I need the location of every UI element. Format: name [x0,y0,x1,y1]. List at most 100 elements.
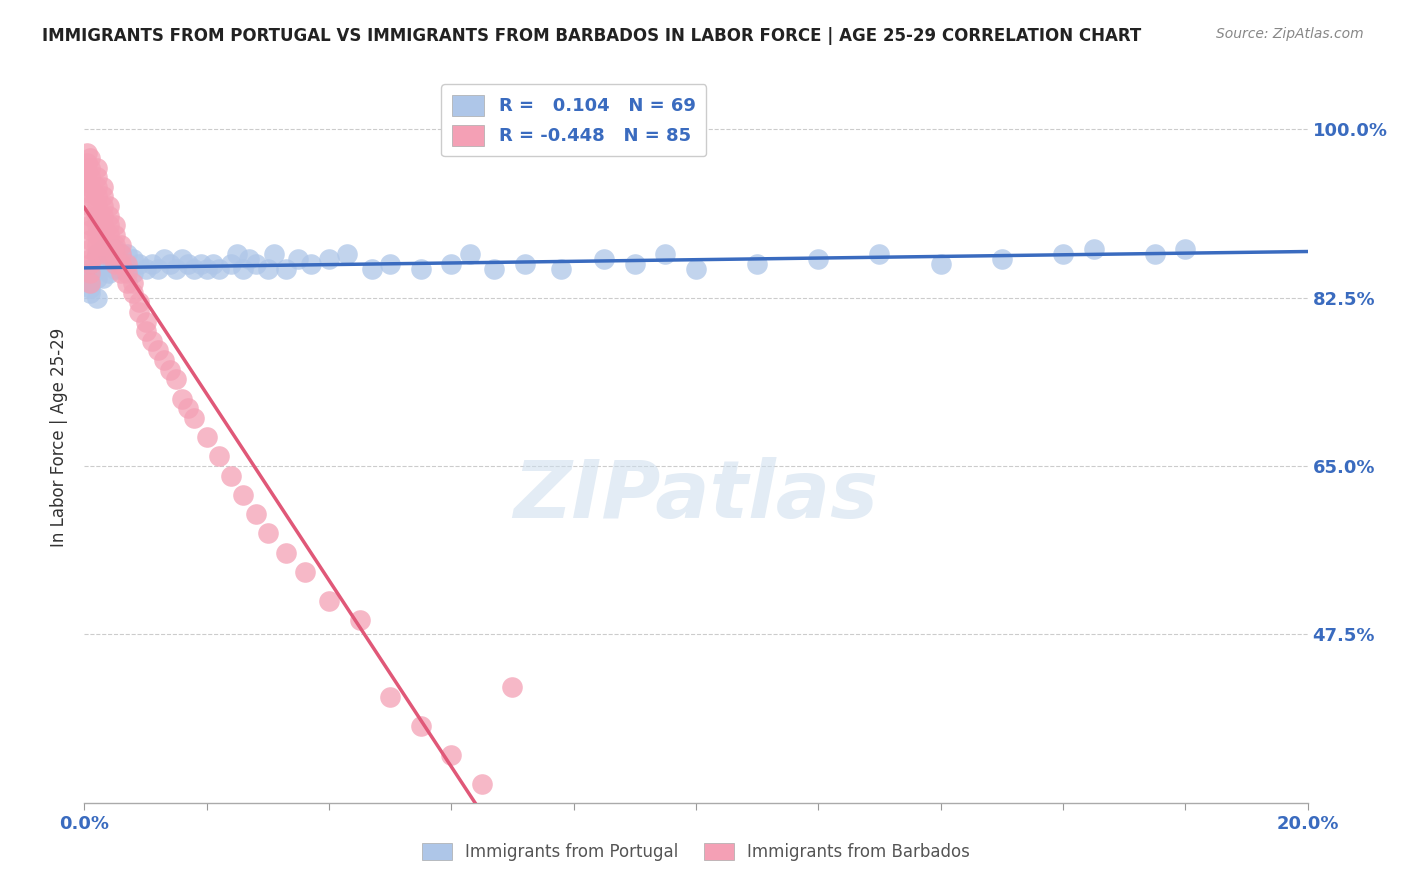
Point [183,410,205,425]
Point [79,252,101,266]
Point [409,261,432,276]
Point [318,593,340,607]
Point [226,247,249,261]
Point [1143,247,1166,261]
Point [104,261,127,276]
Point [115,247,138,261]
Point [991,252,1014,266]
Point [153,353,176,368]
Point [86,209,108,223]
Point [115,276,138,290]
Point [238,252,260,266]
Point [685,261,707,276]
Point [91,189,114,203]
Text: ZIPatlas: ZIPatlas [513,457,879,534]
Point [201,257,224,271]
Point [409,719,432,733]
Point [195,430,218,444]
Point [159,362,181,376]
Point [97,227,120,242]
Point [97,219,120,233]
Text: Source: ZipAtlas.com: Source: ZipAtlas.com [1216,27,1364,41]
Point [79,170,101,185]
Point [807,252,830,266]
Point [79,276,101,290]
Point [104,227,127,242]
Point [86,291,108,305]
Point [195,261,218,276]
Point [869,247,891,261]
Point [115,261,138,276]
Point [146,343,169,358]
Point [208,261,231,276]
Point [208,450,231,464]
Point [135,261,157,276]
Point [104,247,127,261]
Point [79,189,101,203]
Point [471,776,494,790]
Point [79,209,101,223]
Point [115,257,138,271]
Legend: Immigrants from Portugal, Immigrants from Barbados: Immigrants from Portugal, Immigrants fro… [415,836,977,868]
Point [294,565,316,579]
Point [1083,243,1105,257]
Point [172,392,194,406]
Point [86,247,108,261]
Point [79,271,101,285]
Point [79,161,101,175]
Point [122,285,145,300]
Point [79,257,101,271]
Point [1052,247,1074,261]
Point [104,219,127,233]
Point [97,209,120,223]
Point [76,155,98,169]
Point [91,237,114,252]
Point [86,247,108,261]
Point [86,271,108,285]
Point [86,237,108,252]
Point [232,488,254,502]
Point [135,324,157,338]
Point [86,227,108,242]
Point [513,257,536,271]
Point [79,281,101,295]
Point [349,613,371,627]
Text: IMMIGRANTS FROM PORTUGAL VS IMMIGRANTS FROM BARBADOS IN LABOR FORCE | AGE 25-29 : IMMIGRANTS FROM PORTUGAL VS IMMIGRANTS F… [42,27,1142,45]
Point [245,507,267,521]
Point [276,261,298,276]
Point [190,257,212,271]
Point [79,179,101,194]
Point [287,252,309,266]
Point [318,252,340,266]
Point [177,401,200,416]
Point [380,690,402,704]
Point [76,146,98,161]
Point [91,179,114,194]
Point [219,468,242,483]
Point [263,247,285,261]
Point [86,261,108,276]
Point [550,261,572,276]
Point [747,257,769,271]
Point [1174,243,1197,257]
Point [76,185,98,199]
Point [110,261,132,276]
Point [104,237,127,252]
Point [104,257,127,271]
Point [299,257,322,271]
Point [360,261,382,276]
Point [482,261,505,276]
Point [86,161,108,175]
Point [183,261,205,276]
Point [91,271,114,285]
Point [128,295,150,310]
Point [440,747,463,762]
Point [232,261,254,276]
Point [91,247,114,261]
Point [79,199,101,213]
Point [110,247,132,261]
Point [128,305,150,319]
Point [110,247,132,261]
Point [122,267,145,281]
Point [165,372,187,386]
